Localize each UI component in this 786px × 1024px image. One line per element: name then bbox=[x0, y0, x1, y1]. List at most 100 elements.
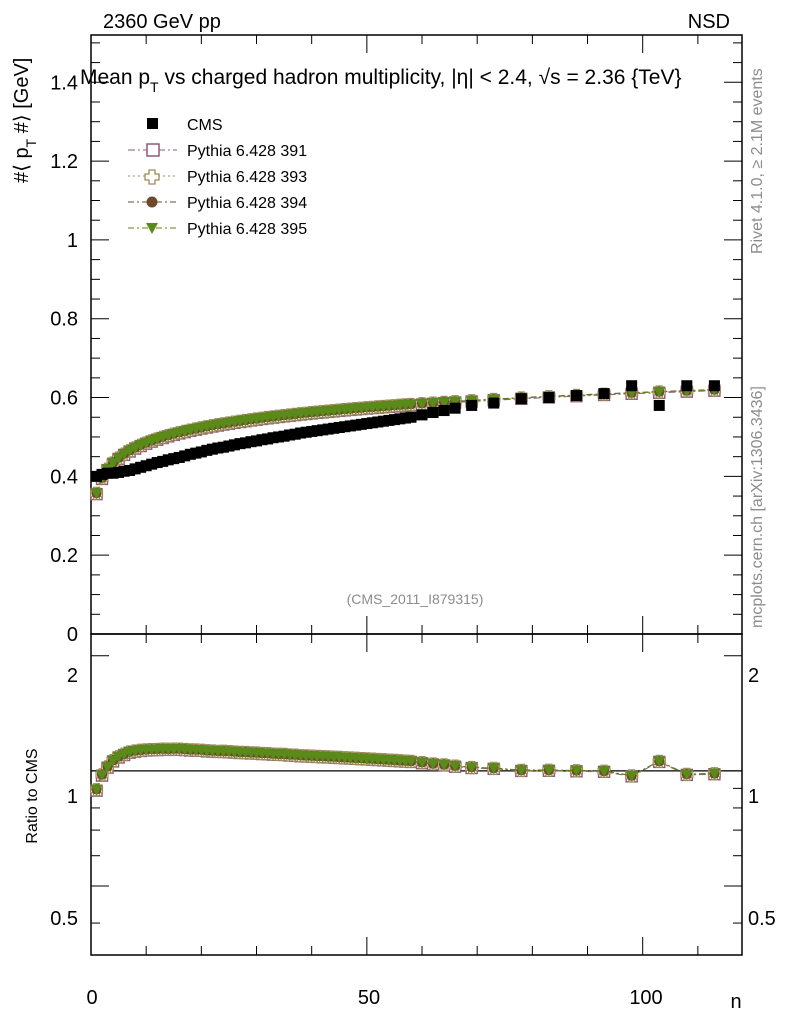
cms-data-point bbox=[223, 440, 235, 452]
pythia-395-point bbox=[427, 758, 440, 770]
cms-data-point bbox=[570, 390, 582, 402]
pythia-395-point bbox=[487, 763, 500, 775]
cms-data-point bbox=[466, 399, 478, 411]
legend-label: Pythia 6.428 395 bbox=[187, 221, 307, 238]
title-eta-bar: | bbox=[451, 66, 456, 89]
ratio-y-tick-label: 2 bbox=[67, 665, 78, 687]
title-part-d: √s = 2.36 {TeV} bbox=[539, 66, 682, 89]
cms-data-point bbox=[394, 413, 406, 425]
cms-data-point bbox=[543, 392, 555, 404]
pythia-395-point bbox=[449, 396, 462, 408]
cms-data-point bbox=[201, 444, 213, 456]
cms-data-point bbox=[361, 418, 373, 430]
pythia-395-point bbox=[465, 762, 478, 774]
cms-data-point bbox=[388, 414, 400, 426]
pythia-395-point bbox=[404, 756, 417, 768]
chart-title: Mean pT vs charged hadron multiplicity, … bbox=[80, 66, 681, 95]
cms-data-point bbox=[91, 470, 103, 482]
cms-data-point bbox=[289, 428, 301, 440]
cms-data-point bbox=[173, 451, 185, 463]
cms-data-point bbox=[449, 402, 461, 414]
ratio-x-axis-ticks bbox=[90, 634, 699, 955]
pythia-395-point bbox=[570, 765, 583, 777]
ratio-y-axis-ticks bbox=[91, 655, 742, 924]
cms-data-point bbox=[140, 460, 152, 472]
cms-data-point bbox=[195, 446, 207, 458]
pythia-395-point bbox=[96, 769, 109, 781]
cms-data-point bbox=[184, 448, 196, 460]
cms-data-point bbox=[317, 424, 329, 436]
ylabel-subscript: T bbox=[23, 138, 39, 147]
cms-data-point bbox=[278, 430, 290, 442]
legend-marker-395 bbox=[146, 223, 158, 234]
y-tick-label: 0.4 bbox=[50, 466, 78, 488]
cms-data-point bbox=[168, 453, 180, 465]
y-tick-label: 0 bbox=[67, 624, 78, 646]
cms-data-point bbox=[234, 438, 246, 450]
cms-data-point bbox=[262, 433, 274, 445]
ratio-panel-series bbox=[89, 742, 722, 797]
cms-data-point bbox=[322, 423, 334, 435]
ratio-y-tick-labels: 0.5 1 2 0.5 1 2 bbox=[50, 665, 776, 930]
title-subscript: T bbox=[150, 79, 159, 95]
cms-data-point bbox=[228, 439, 240, 451]
analysis-id: (CMS_2011_I879315) bbox=[347, 591, 484, 607]
cms-data-point bbox=[306, 425, 318, 437]
cms-data-point bbox=[339, 421, 351, 433]
cms-data-point bbox=[366, 417, 378, 429]
y-tick-label: 1.2 bbox=[50, 151, 78, 173]
ratio-y-tick-label-right: 1 bbox=[748, 786, 759, 808]
pythia-395-point bbox=[90, 488, 103, 500]
cms-data-point bbox=[295, 427, 307, 439]
pythia-395-point bbox=[404, 399, 417, 411]
cms-data-point bbox=[488, 397, 500, 409]
y-tick-label: 0.8 bbox=[50, 309, 78, 331]
pythia-395-point bbox=[112, 453, 125, 465]
cms-data-point bbox=[118, 465, 130, 477]
cms-data-point bbox=[157, 455, 169, 467]
ratio-y-tick-label-right: 0.5 bbox=[748, 908, 776, 930]
pythia-395-point bbox=[427, 398, 440, 410]
legend-item-393: Pythia 6.428 393 bbox=[128, 169, 307, 186]
main-y-axis-label: #⟨ pT #⟩ [GeV] bbox=[11, 58, 39, 183]
cms-data-point bbox=[124, 464, 136, 476]
cms-data-point bbox=[256, 434, 268, 446]
pythia-395-point bbox=[101, 761, 114, 773]
cms-data-point bbox=[102, 467, 114, 479]
title-part-a: Mean p bbox=[80, 66, 150, 89]
ylabel-part-b: #⟩ [GeV] bbox=[11, 58, 33, 139]
pythia-395-point bbox=[708, 768, 721, 780]
legend-label: Pythia 6.428 394 bbox=[187, 195, 307, 212]
cms-data-point bbox=[212, 442, 224, 454]
cms-data-point bbox=[681, 380, 693, 392]
pythia-395-point bbox=[438, 397, 451, 409]
cms-data-point bbox=[399, 412, 411, 424]
pythia-395-point bbox=[542, 765, 555, 777]
cms-data-point bbox=[372, 416, 384, 428]
process-label: NSD bbox=[688, 11, 730, 33]
ratio-y-tick-label: 0.5 bbox=[50, 908, 78, 930]
pythia-395-point bbox=[625, 770, 638, 782]
legend-marker-391 bbox=[146, 143, 160, 157]
legend-label: CMS bbox=[187, 117, 223, 134]
pythia-395-point bbox=[107, 755, 120, 767]
legend-item-cms: CMS bbox=[147, 117, 223, 134]
pythia-395-point bbox=[416, 398, 429, 410]
x-tick-label: 100 bbox=[629, 987, 662, 1009]
ratio-y-tick-label-right: 2 bbox=[748, 665, 759, 687]
cms-data-point bbox=[708, 380, 720, 392]
cms-data-point bbox=[217, 441, 229, 453]
cms-data-point bbox=[179, 450, 191, 462]
cms-data-point bbox=[311, 425, 323, 437]
cms-data-point bbox=[598, 388, 610, 400]
x-axis-label: n bbox=[730, 991, 741, 1013]
y-tick-label: 1 bbox=[67, 230, 78, 252]
title-part-b: vs charged hadron multiplicity, bbox=[159, 66, 452, 89]
cms-data-point bbox=[333, 422, 345, 434]
pythia-395-point bbox=[90, 784, 103, 796]
ratio-y-axis-label: Ratio to CMS bbox=[24, 748, 41, 843]
cms-data-point bbox=[284, 429, 296, 441]
pythia-395-point bbox=[107, 457, 120, 469]
main-x-axis-ticks bbox=[90, 35, 699, 634]
